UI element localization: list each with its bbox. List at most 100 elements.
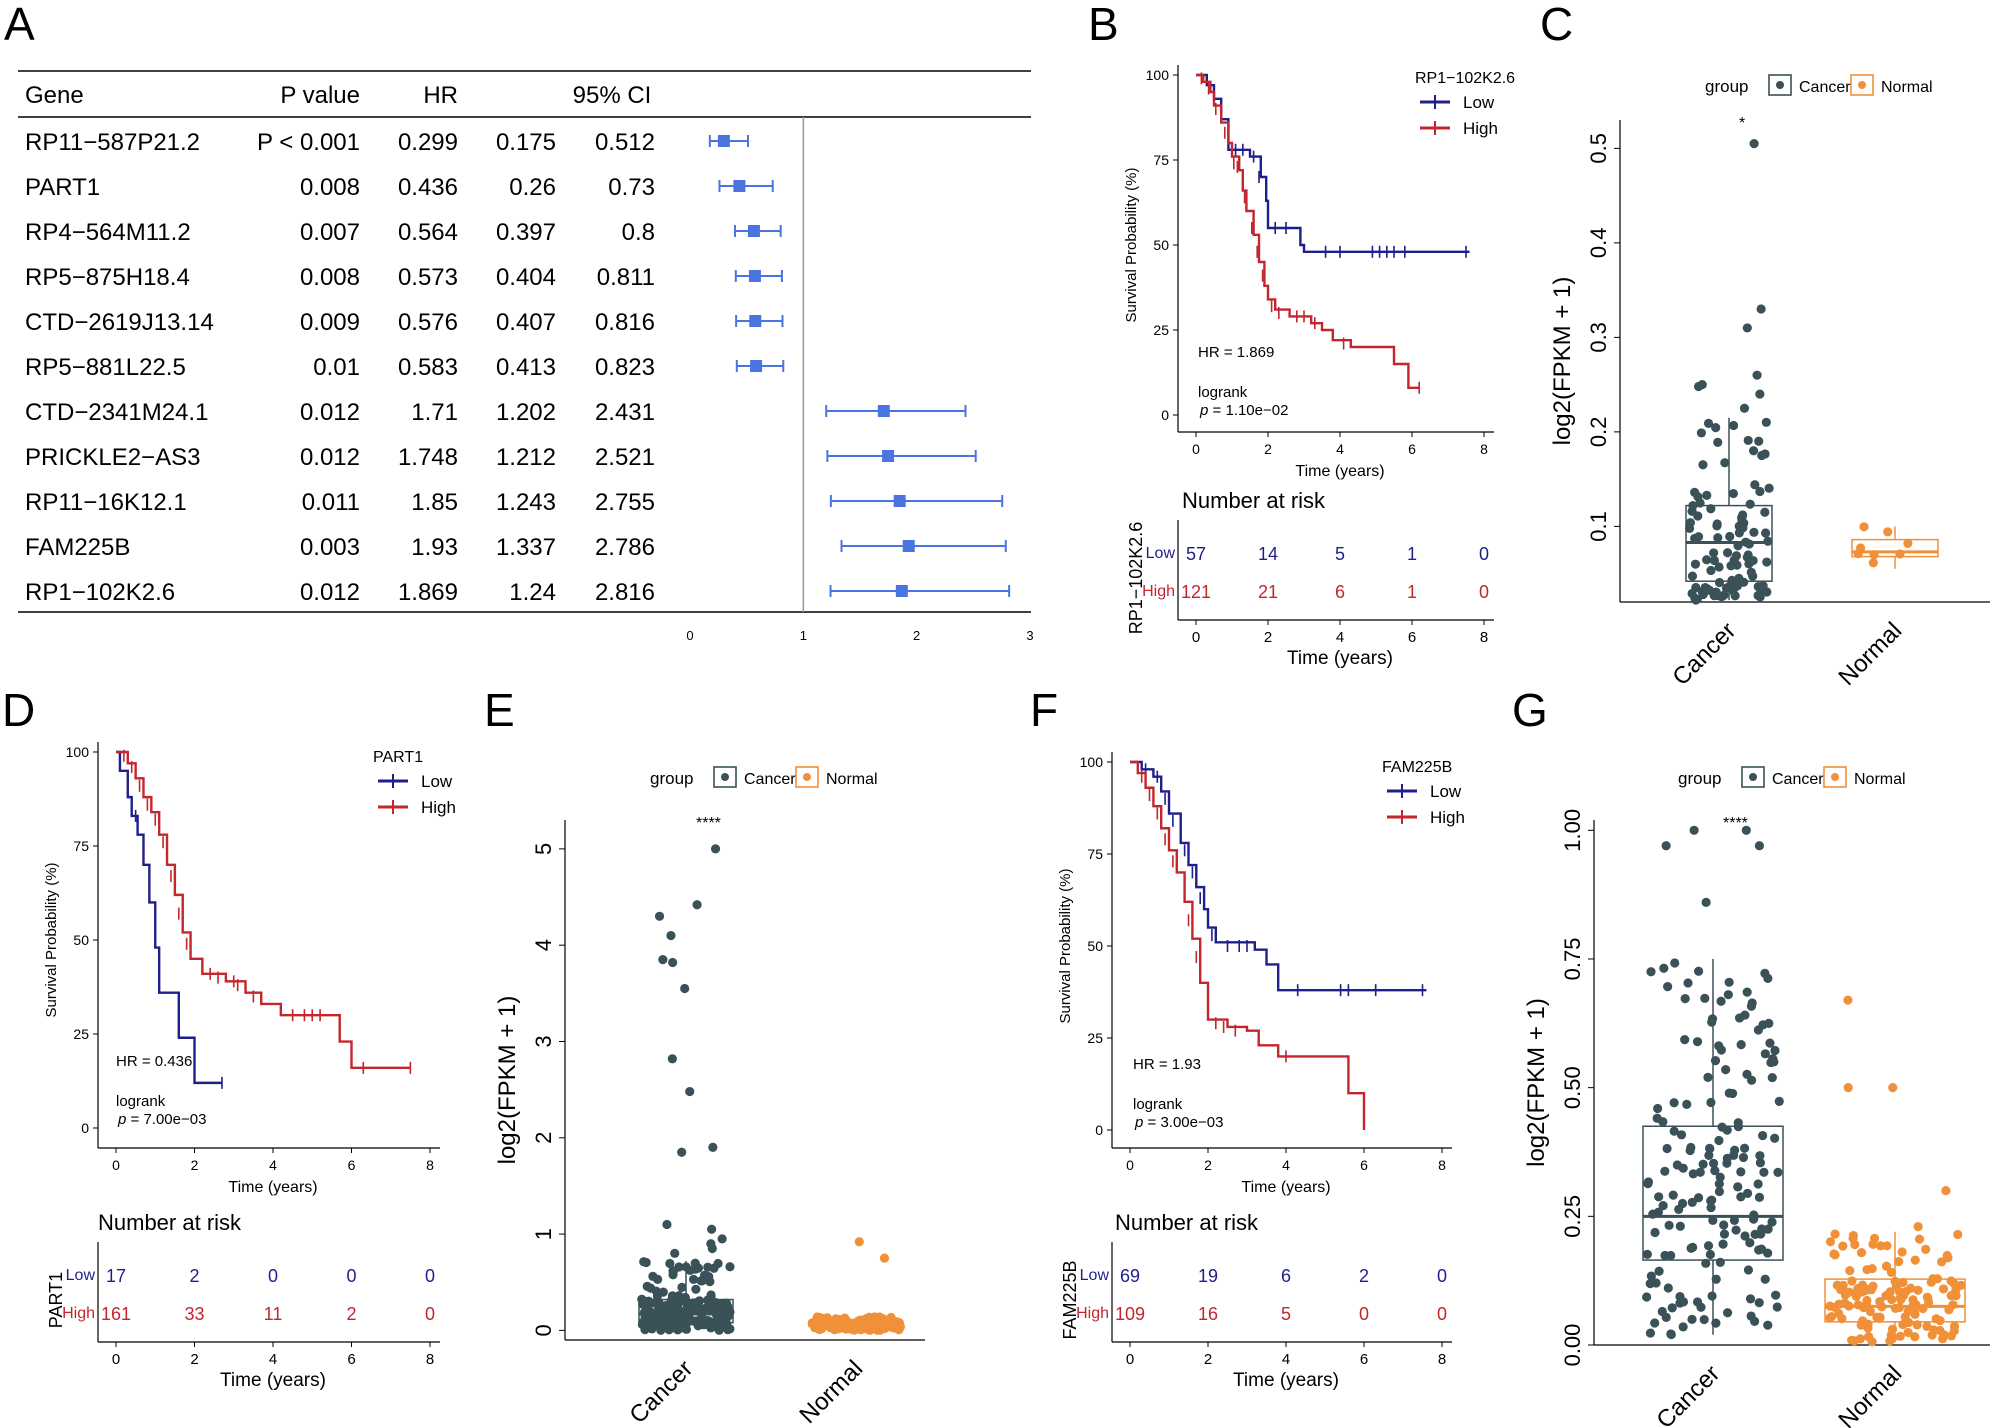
- data-point: [1762, 557, 1772, 567]
- outlier-point: [1689, 825, 1699, 835]
- x-tick-label: 8: [426, 1157, 434, 1173]
- data-point: [1698, 460, 1708, 470]
- data-point: [668, 1270, 678, 1280]
- data-point: [1654, 1266, 1664, 1276]
- data-point: [1910, 1332, 1920, 1342]
- data-point: [1712, 519, 1722, 529]
- x-tick-label: 4: [269, 1157, 277, 1173]
- x-tick-label: 2: [1204, 1157, 1212, 1173]
- risk-count-low: 0: [268, 1266, 278, 1286]
- logrank-label: logrank: [1133, 1096, 1183, 1113]
- data-point: [1746, 1001, 1757, 1011]
- data-point: [685, 1265, 695, 1275]
- risk-count-low: 19: [1198, 1266, 1218, 1286]
- outlier-point: [1693, 381, 1704, 392]
- logrank-label: logrank: [1198, 384, 1248, 401]
- risk-x-tick-label: 8: [426, 1351, 434, 1368]
- data-point: [1868, 1239, 1878, 1249]
- data-point: [1853, 1283, 1863, 1294]
- y-tick-label: 0.50: [1560, 1066, 1585, 1109]
- data-point: [1700, 993, 1710, 1003]
- data-point: [843, 1317, 853, 1327]
- data-point: [723, 1302, 733, 1312]
- data-point: [1749, 1210, 1759, 1220]
- y-tick-label: 75: [1153, 152, 1169, 168]
- data-point: [1862, 1264, 1872, 1275]
- outlier-point: [677, 1147, 687, 1157]
- data-point: [1702, 555, 1712, 565]
- risk-x-title: Time (years): [1233, 1370, 1339, 1391]
- x-tick-label: 0: [1126, 1157, 1134, 1173]
- outlier-point: [670, 1248, 680, 1258]
- data-point: [1748, 555, 1758, 566]
- ci-low: 0.404: [496, 264, 556, 291]
- risk-count-high: 5: [1281, 1304, 1291, 1324]
- outlier-point: [1742, 323, 1752, 333]
- data-point: [1754, 1192, 1765, 1202]
- outlier-point: [1754, 841, 1765, 851]
- data-point: [1838, 1241, 1848, 1251]
- data-point: [1850, 1239, 1860, 1250]
- data-point: [1717, 1122, 1727, 1132]
- data-point: [1887, 1294, 1897, 1305]
- data-point: [1666, 1329, 1676, 1340]
- data-point: [1771, 1290, 1781, 1300]
- data-point: [1935, 1325, 1945, 1336]
- risk-x-tick-label: 2: [190, 1351, 198, 1368]
- data-point: [1642, 1249, 1652, 1259]
- outlier-point: [1756, 304, 1766, 314]
- survival-curve-high: [116, 750, 411, 1070]
- ci-low: 1.212: [496, 444, 556, 471]
- data-point: [864, 1312, 874, 1322]
- data-point: [1707, 1195, 1717, 1205]
- hr-value: 1.71: [411, 399, 458, 426]
- risk-count-low: 14: [1258, 544, 1278, 564]
- data-point: [667, 1291, 678, 1301]
- ci-high: 0.73: [608, 174, 655, 201]
- p-symbol: p: [117, 1111, 126, 1128]
- risk-x-tick-label: 2: [1264, 629, 1272, 646]
- data-point: [1756, 1229, 1766, 1239]
- data-point: [1692, 1037, 1703, 1047]
- data-point: [1693, 532, 1704, 542]
- y-tick-label: 2: [531, 1132, 556, 1144]
- data-point: [1755, 1158, 1766, 1168]
- x-tick-label: Normal: [1833, 617, 1907, 691]
- data-point: [681, 1324, 692, 1334]
- hr-value: 1.869: [398, 579, 458, 606]
- data-point: [1948, 1300, 1958, 1310]
- y-axis-title: log2(FPKM + 1): [1549, 277, 1576, 446]
- y-tick-label: 75: [73, 838, 89, 854]
- risk-x-title: Time (years): [220, 1370, 326, 1391]
- ci-low: 1.243: [496, 489, 556, 516]
- data-point: [1736, 1192, 1746, 1202]
- data-point: [1660, 1166, 1670, 1176]
- data-point: [1675, 1221, 1685, 1231]
- outlier-point: [1749, 139, 1759, 149]
- data-point: [1680, 1034, 1690, 1045]
- data-point: [1686, 1243, 1696, 1253]
- p-value: 0.011: [302, 489, 360, 516]
- legend-label: Normal: [1881, 79, 1933, 96]
- data-point: [1716, 1045, 1726, 1055]
- data-point: [1937, 1257, 1947, 1267]
- data-point: [1706, 504, 1716, 514]
- km-panel-D: D 0 25 50 75 100 0 2 4 6 8 Time (years) Survival Pro…: [2, 684, 456, 1391]
- p-value: 0.007: [300, 219, 360, 246]
- data-point: [1693, 966, 1704, 976]
- outlier-point: [1752, 370, 1762, 380]
- data-point: [1753, 1025, 1763, 1035]
- data-point: [1829, 1249, 1839, 1259]
- ci-high: 2.521: [595, 444, 655, 471]
- data-point: [1714, 562, 1724, 572]
- data-point: [1745, 1294, 1756, 1304]
- outlier-point: [1843, 1083, 1853, 1093]
- data-point: [1705, 1249, 1715, 1260]
- data-point: [1693, 492, 1703, 502]
- data-point: [639, 1257, 649, 1267]
- panel-label-C: C: [1540, 0, 1573, 50]
- data-point: [1659, 963, 1669, 973]
- data-point: [1663, 1283, 1673, 1293]
- data-point: [1678, 1322, 1688, 1332]
- gene-name: RP5−881L22.5: [25, 354, 186, 381]
